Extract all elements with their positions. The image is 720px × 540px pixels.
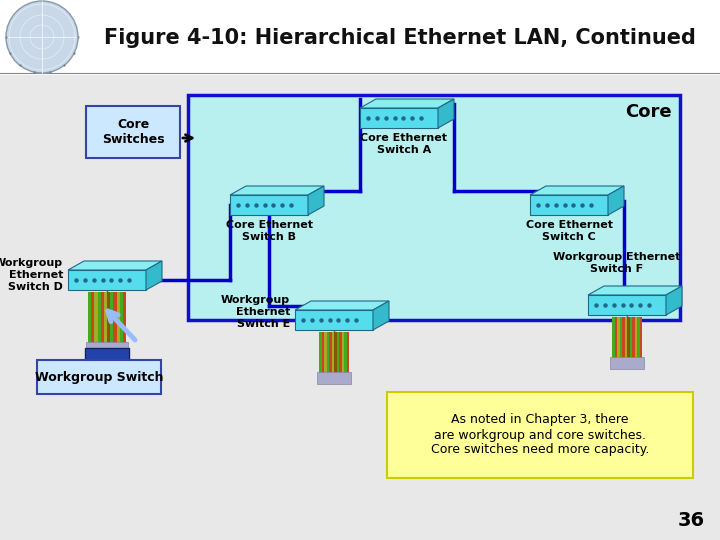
FancyBboxPatch shape — [610, 357, 644, 369]
Polygon shape — [666, 286, 682, 315]
FancyBboxPatch shape — [97, 292, 101, 350]
Text: Core Ethernet
Switch A: Core Ethernet Switch A — [361, 133, 448, 154]
FancyBboxPatch shape — [619, 317, 622, 365]
FancyBboxPatch shape — [632, 317, 634, 365]
Polygon shape — [530, 186, 624, 195]
FancyBboxPatch shape — [317, 372, 351, 384]
Polygon shape — [608, 186, 624, 215]
FancyBboxPatch shape — [614, 317, 617, 365]
FancyBboxPatch shape — [629, 317, 632, 365]
Text: Core Ethernet
Switch C: Core Ethernet Switch C — [526, 220, 613, 241]
FancyBboxPatch shape — [326, 332, 329, 380]
Text: Core Ethernet
Switch B: Core Ethernet Switch B — [225, 220, 312, 241]
FancyBboxPatch shape — [627, 317, 629, 365]
Polygon shape — [438, 99, 454, 128]
Polygon shape — [295, 301, 389, 310]
Text: Workgroup
Ethernet
Switch E: Workgroup Ethernet Switch E — [221, 295, 290, 329]
FancyBboxPatch shape — [637, 317, 639, 365]
Polygon shape — [360, 108, 438, 128]
Polygon shape — [295, 310, 373, 330]
FancyBboxPatch shape — [334, 332, 336, 380]
Circle shape — [6, 1, 78, 73]
Polygon shape — [230, 186, 324, 195]
FancyBboxPatch shape — [120, 292, 123, 350]
FancyBboxPatch shape — [639, 317, 642, 365]
Polygon shape — [588, 295, 666, 315]
FancyBboxPatch shape — [110, 292, 113, 350]
FancyBboxPatch shape — [188, 95, 680, 320]
Text: Core
Switches: Core Switches — [102, 118, 164, 146]
FancyBboxPatch shape — [123, 292, 126, 350]
FancyBboxPatch shape — [86, 342, 128, 354]
FancyBboxPatch shape — [86, 106, 180, 158]
FancyBboxPatch shape — [117, 292, 120, 350]
FancyBboxPatch shape — [0, 75, 720, 540]
FancyBboxPatch shape — [341, 332, 344, 380]
FancyBboxPatch shape — [634, 317, 637, 365]
Polygon shape — [230, 195, 308, 215]
FancyBboxPatch shape — [387, 392, 693, 478]
FancyBboxPatch shape — [344, 332, 346, 380]
FancyBboxPatch shape — [336, 332, 339, 380]
Polygon shape — [588, 286, 682, 295]
FancyBboxPatch shape — [88, 292, 91, 350]
FancyBboxPatch shape — [324, 332, 326, 380]
FancyBboxPatch shape — [331, 332, 334, 380]
Polygon shape — [68, 261, 162, 270]
FancyBboxPatch shape — [622, 317, 624, 365]
FancyBboxPatch shape — [101, 292, 104, 350]
Polygon shape — [308, 186, 324, 215]
Polygon shape — [146, 261, 162, 290]
FancyBboxPatch shape — [94, 292, 97, 350]
FancyBboxPatch shape — [322, 332, 324, 380]
FancyBboxPatch shape — [346, 332, 349, 380]
FancyBboxPatch shape — [91, 292, 94, 350]
Text: As noted in Chapter 3, there
are workgroup and core switches.
Core switches need: As noted in Chapter 3, there are workgro… — [431, 414, 649, 456]
FancyBboxPatch shape — [37, 360, 161, 394]
FancyBboxPatch shape — [107, 292, 110, 350]
Polygon shape — [530, 195, 608, 215]
Text: Figure 4-10: Hierarchical Ethernet LAN, Continued: Figure 4-10: Hierarchical Ethernet LAN, … — [104, 28, 696, 48]
FancyBboxPatch shape — [113, 292, 117, 350]
Text: Workgroup
Ethernet
Switch D: Workgroup Ethernet Switch D — [0, 259, 63, 292]
FancyBboxPatch shape — [319, 332, 322, 380]
Polygon shape — [68, 270, 146, 290]
FancyBboxPatch shape — [612, 317, 614, 365]
Polygon shape — [373, 301, 389, 330]
FancyBboxPatch shape — [329, 332, 331, 380]
FancyBboxPatch shape — [617, 317, 619, 365]
Text: Workgroup Switch: Workgroup Switch — [35, 370, 163, 383]
Text: Core: Core — [626, 103, 672, 121]
Text: 36: 36 — [678, 511, 705, 530]
FancyBboxPatch shape — [339, 332, 341, 380]
Polygon shape — [360, 99, 454, 108]
FancyBboxPatch shape — [624, 317, 627, 365]
FancyBboxPatch shape — [104, 292, 107, 350]
FancyBboxPatch shape — [85, 348, 129, 360]
FancyBboxPatch shape — [0, 0, 720, 75]
Text: Workgroup Ethernet
Switch F: Workgroup Ethernet Switch F — [553, 252, 680, 274]
